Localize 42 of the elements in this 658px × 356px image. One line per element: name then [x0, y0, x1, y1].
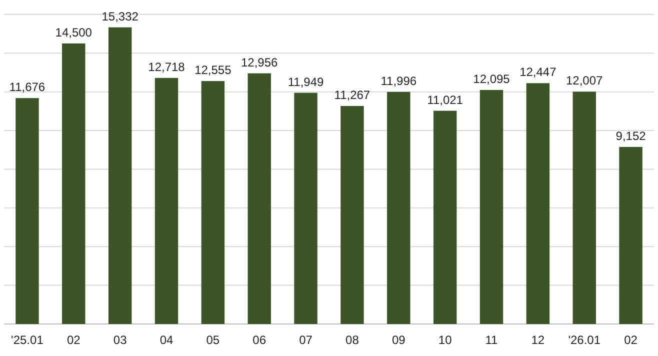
bar: [154, 78, 178, 324]
data-label: 11,949: [288, 74, 324, 89]
data-label: 11,267: [334, 88, 370, 102]
x-tick-label: '25.01: [11, 333, 44, 347]
bar: [294, 92, 318, 324]
bar: [108, 27, 132, 324]
x-tick-label: 08: [346, 333, 360, 347]
data-label: 11,021: [427, 92, 464, 107]
bar: [340, 106, 364, 324]
x-tick-label: 03: [113, 333, 128, 347]
bar: [62, 43, 86, 324]
bar: [16, 98, 39, 324]
x-tick-label: 05: [206, 333, 220, 347]
x-tick-label: 11: [485, 333, 498, 347]
data-label: 9,152: [616, 128, 646, 143]
data-label: 11,996: [380, 74, 417, 88]
data-label: 15,332: [102, 9, 139, 24]
x-tick-label: 02: [624, 333, 638, 347]
x-tick-label: '26.01: [568, 333, 601, 347]
data-label: 12,007: [566, 74, 604, 88]
data-label: 12,555: [194, 63, 232, 78]
x-tick-label: 07: [299, 333, 313, 347]
data-label: 11,676: [9, 80, 46, 94]
x-tick-label: 12: [531, 333, 545, 347]
data-label: 12,095: [473, 72, 510, 86]
x-tick-label: 02: [66, 333, 81, 347]
bar: [480, 90, 504, 324]
x-tick-label: 06: [252, 333, 266, 347]
bar: [387, 92, 410, 324]
bar: [526, 83, 550, 324]
bar: [433, 110, 457, 324]
data-label: 12,447: [520, 65, 557, 80]
bar: [248, 73, 271, 324]
x-tick-label: 10: [438, 333, 452, 347]
bar: [572, 92, 596, 324]
data-label: 12,718: [148, 60, 186, 74]
data-label: 12,956: [241, 55, 278, 70]
data-label: 14,500: [55, 25, 92, 40]
x-tick-label: 09: [392, 333, 406, 347]
bar: [619, 146, 642, 324]
x-tick-label: 04: [160, 333, 174, 347]
bar: [201, 81, 225, 324]
